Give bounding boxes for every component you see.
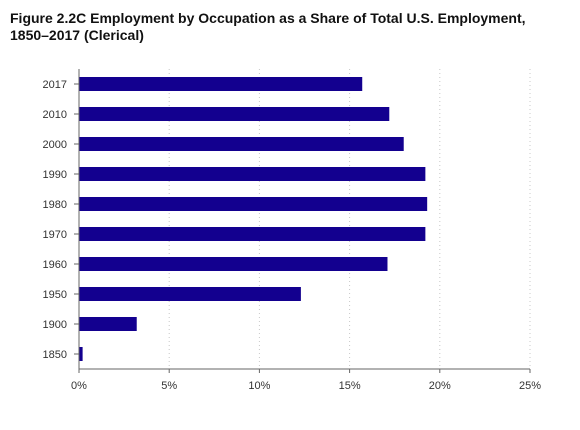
y-tick-label: 2017	[43, 79, 67, 91]
y-tick-labels: 2017 2010 2000 1990 1980 1970 1960 1950 1900 1850	[43, 79, 67, 361]
chart-title: Figure 2.2C Employment by Occupation as …	[10, 10, 526, 43]
bar-2000	[79, 137, 404, 151]
bar-2017	[79, 77, 363, 91]
y-tick-label: 1980	[43, 199, 67, 211]
x-tick-label: 0%	[71, 380, 87, 392]
y-tick-label: 1970	[43, 229, 67, 241]
bar-1970	[79, 227, 426, 241]
x-tick-label: 5%	[161, 380, 177, 392]
bar-2010	[79, 107, 390, 121]
bar-1980	[79, 197, 428, 211]
x-tick-label: 25%	[519, 380, 541, 392]
x-tick-label: 15%	[339, 380, 361, 392]
y-tick-label: 1900	[43, 319, 67, 331]
x-tick-labels: 0% 5% 10% 15% 20% 25%	[71, 380, 541, 392]
bar-1960	[79, 257, 388, 271]
axes	[74, 69, 531, 373]
y-tick-label: 2000	[43, 139, 67, 151]
bar-1900	[79, 317, 137, 331]
y-tick-label: 2010	[43, 109, 67, 121]
y-tick-label: 1990	[43, 169, 67, 181]
bars	[79, 77, 428, 361]
y-tick-label: 1850	[43, 349, 67, 361]
bar-1850	[79, 347, 83, 361]
y-tick-label: 1960	[43, 259, 67, 271]
y-tick-label: 1950	[43, 289, 67, 301]
x-tick-label: 10%	[248, 380, 270, 392]
x-tick-label: 20%	[429, 380, 451, 392]
bar-1950	[79, 287, 301, 301]
bar-1990	[79, 167, 426, 181]
